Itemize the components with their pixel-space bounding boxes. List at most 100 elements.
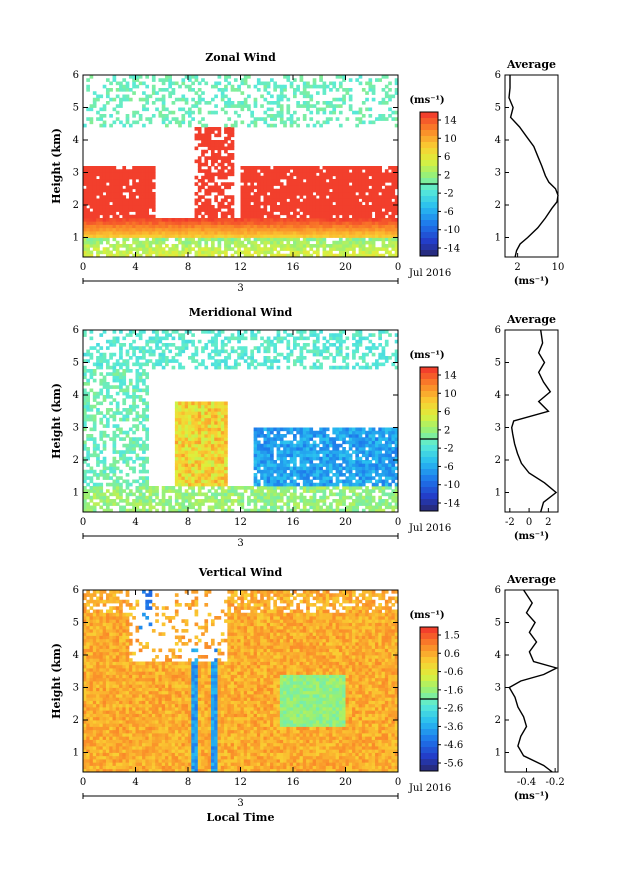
heatmap-cell bbox=[253, 244, 258, 248]
heatmap-cell bbox=[260, 505, 264, 510]
heatmap-cell bbox=[286, 508, 291, 513]
heatmap-cell bbox=[335, 352, 340, 357]
heatmap-cell bbox=[115, 185, 120, 190]
heatmap-cell bbox=[191, 234, 195, 238]
heatmap-cell bbox=[361, 218, 366, 222]
heatmap-cell bbox=[83, 440, 87, 445]
heatmap-cell bbox=[178, 123, 182, 128]
heatmap-cell bbox=[99, 195, 104, 199]
heatmap-cell bbox=[266, 489, 271, 493]
heatmap-cell bbox=[358, 117, 363, 121]
heatmap-cell bbox=[207, 476, 212, 480]
heatmap-cell bbox=[210, 443, 215, 448]
heatmap-cell bbox=[266, 479, 271, 484]
heatmap-cell bbox=[270, 244, 274, 248]
heatmap-cell bbox=[207, 440, 212, 445]
heatmap-cell bbox=[220, 479, 225, 484]
heatmap-cell bbox=[158, 356, 163, 360]
heatmap-cell bbox=[247, 218, 251, 222]
heatmap-cell bbox=[122, 227, 127, 232]
heatmap-cell bbox=[105, 434, 110, 438]
heatmap-cell bbox=[188, 123, 192, 128]
heatmap-cell bbox=[358, 221, 363, 225]
heatmap-cell bbox=[128, 231, 133, 235]
heatmap-cell bbox=[335, 244, 340, 248]
heatmap-cell bbox=[122, 479, 127, 484]
heatmap-cell bbox=[256, 211, 261, 216]
heatmap-cell bbox=[109, 502, 113, 506]
heatmap-cell bbox=[151, 486, 156, 490]
heatmap-cell bbox=[293, 495, 297, 500]
heatmap-cell bbox=[332, 110, 337, 115]
heatmap-cell bbox=[99, 211, 104, 216]
heatmap-cell bbox=[289, 460, 294, 464]
heatmap-cell bbox=[92, 492, 97, 497]
heatmap-cell bbox=[125, 247, 130, 251]
heatmap-cell bbox=[92, 391, 97, 396]
heatmap-cell bbox=[207, 110, 212, 115]
heatmap-cell bbox=[145, 198, 150, 203]
heatmap-cell bbox=[161, 508, 166, 513]
heatmap-cell bbox=[96, 117, 100, 121]
heatmap-cell bbox=[161, 489, 166, 493]
heatmap-cell bbox=[119, 88, 123, 92]
heatmap-cell bbox=[256, 244, 261, 248]
heatmap-cell bbox=[270, 240, 274, 245]
heatmap-cell bbox=[214, 81, 218, 86]
heatmap-cell bbox=[378, 179, 382, 183]
heatmap-cell bbox=[181, 437, 186, 441]
heatmap-cell bbox=[145, 214, 150, 219]
heatmap-cell bbox=[256, 179, 261, 183]
heatmap-cell bbox=[99, 205, 104, 209]
heatmap-cell bbox=[224, 110, 228, 115]
heatmap-cell bbox=[217, 362, 222, 367]
heatmap-cell bbox=[306, 175, 310, 180]
heatmap-cell bbox=[243, 237, 248, 242]
heatmap-cell bbox=[161, 227, 166, 232]
heatmap-cell bbox=[342, 175, 346, 180]
heatmap-cell bbox=[191, 486, 195, 490]
heatmap-cell bbox=[335, 192, 340, 196]
heatmap-cell bbox=[188, 479, 192, 484]
heatmap-cell bbox=[230, 489, 235, 493]
heatmap-cell bbox=[263, 208, 268, 212]
heatmap-cell bbox=[283, 466, 287, 471]
colorbar-swatch bbox=[420, 166, 438, 173]
heatmap-cell bbox=[381, 175, 386, 180]
heatmap-cell bbox=[276, 253, 281, 258]
heatmap-cell bbox=[145, 388, 150, 393]
heatmap-cell bbox=[276, 227, 281, 232]
heatmap-cell bbox=[338, 244, 343, 248]
heatmap-cell bbox=[368, 244, 373, 248]
heatmap-cell bbox=[224, 175, 228, 180]
heatmap-cell bbox=[115, 339, 120, 344]
heatmap-cell bbox=[102, 499, 107, 503]
heatmap-cell bbox=[293, 120, 297, 125]
heatmap-cell bbox=[105, 424, 110, 428]
heatmap-cell bbox=[230, 172, 235, 177]
heatmap-cell bbox=[375, 78, 379, 82]
heatmap-cell bbox=[371, 240, 376, 245]
heatmap-cell bbox=[266, 492, 271, 497]
heatmap-cell bbox=[270, 234, 274, 238]
heatmap-cell bbox=[338, 218, 343, 222]
heatmap-cell bbox=[151, 221, 156, 225]
heatmap-cell bbox=[299, 214, 304, 219]
heatmap-cell bbox=[230, 333, 235, 337]
heatmap-cell bbox=[145, 169, 150, 173]
heatmap-cell bbox=[188, 231, 192, 235]
heatmap-cell bbox=[89, 172, 94, 177]
heatmap-cell bbox=[138, 398, 143, 402]
heatmap-cell bbox=[210, 349, 215, 354]
heatmap-cell bbox=[240, 224, 245, 229]
heatmap-cell bbox=[197, 81, 202, 86]
heatmap-cell bbox=[335, 499, 340, 503]
heatmap-cell bbox=[217, 411, 222, 415]
heatmap-cell bbox=[145, 182, 150, 186]
heatmap-cell bbox=[289, 482, 294, 487]
heatmap-cell bbox=[102, 123, 107, 128]
heatmap-cell bbox=[293, 336, 297, 341]
heatmap-cell bbox=[148, 253, 153, 258]
heatmap-cell bbox=[148, 495, 153, 500]
heatmap-cell bbox=[263, 231, 268, 235]
